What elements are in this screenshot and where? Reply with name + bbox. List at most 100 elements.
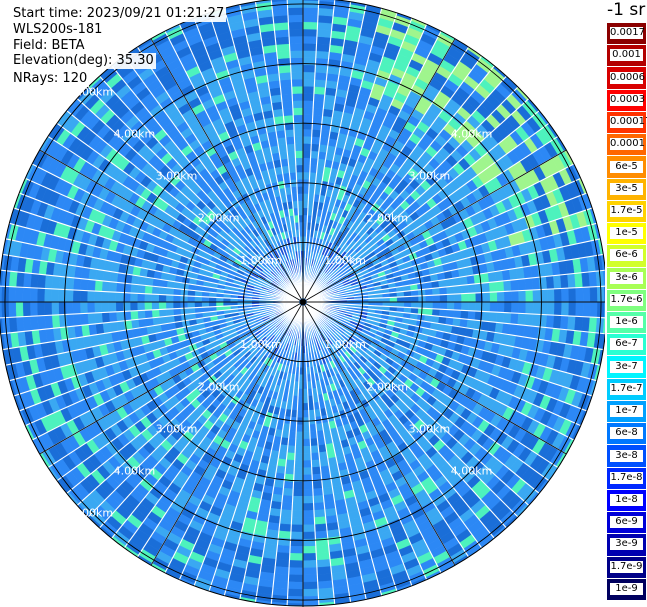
range-bin [293, 467, 304, 476]
range-bin [461, 301, 469, 311]
range-bin [289, 545, 304, 554]
range-bin [503, 312, 512, 325]
range-bin [567, 273, 576, 289]
range-bin [460, 310, 469, 320]
range-bin [291, 510, 304, 519]
range-bin [302, 552, 317, 561]
range-bin [87, 279, 96, 292]
range-bin [532, 289, 541, 303]
range-bin [467, 283, 476, 294]
range-bin [137, 301, 145, 311]
range-bin [286, 445, 296, 454]
range-bin [165, 294, 174, 303]
range-bin [80, 278, 89, 291]
range-bin [65, 289, 74, 303]
range-bin [568, 287, 577, 303]
range-bin [560, 273, 569, 289]
range-bin [302, 424, 311, 433]
range-bin [496, 301, 505, 313]
range-bin [582, 301, 591, 318]
range-bin [151, 293, 160, 303]
range-bin [315, 544, 330, 554]
range-bin [8, 301, 17, 318]
range-bin [291, 517, 304, 526]
range-bin [316, 566, 332, 575]
range-bin [108, 301, 117, 313]
range-bin [446, 309, 455, 319]
range-bin [86, 301, 95, 314]
range-bin [22, 316, 32, 332]
range-bin [312, 100, 325, 109]
range-bin [302, 128, 313, 137]
range-bin [546, 288, 555, 303]
range-bin [581, 316, 591, 333]
range-bin [317, 587, 335, 597]
range-bin [116, 320, 126, 332]
range-bin [158, 294, 167, 303]
range-bin [517, 313, 526, 326]
range-bin [302, 171, 311, 180]
range-bin [137, 293, 145, 303]
range-bin [87, 312, 96, 325]
range-bin [302, 136, 312, 144]
range-bin [302, 64, 316, 73]
range-bin [94, 301, 103, 314]
range-bin [510, 312, 519, 325]
range-bin [80, 313, 89, 326]
range-bin [0, 301, 3, 319]
range-bin [461, 293, 469, 303]
range-bin [546, 301, 555, 316]
range-bin [302, 100, 314, 109]
range-bin [460, 284, 469, 294]
range-bin [302, 431, 311, 440]
range-bin [8, 316, 18, 334]
range-bin [481, 311, 491, 322]
range-bin [446, 285, 455, 295]
range-bin [588, 270, 598, 288]
range-bin [315, 43, 331, 53]
range-bin [466, 274, 476, 285]
range-bin [496, 291, 505, 303]
range-bin [8, 286, 17, 303]
range-bin [295, 431, 304, 440]
range-bin [272, 580, 289, 590]
range-bin [302, 502, 315, 511]
range-bin [115, 291, 124, 303]
range-bin [313, 93, 326, 102]
range-bin [302, 517, 315, 526]
range-bin [302, 14, 319, 23]
range-bin [312, 487, 324, 497]
range-bin [553, 288, 562, 303]
range-bin [280, 502, 293, 511]
range-bin [72, 289, 81, 303]
range-bin [286, 452, 296, 461]
range-bin [312, 107, 324, 117]
range-bin [511, 290, 520, 303]
range-bin [302, 467, 313, 476]
range-bin [302, 445, 312, 454]
range-bin [172, 301, 181, 310]
range-bin [518, 290, 527, 303]
range-bin [302, 28, 318, 37]
range-bin [561, 287, 570, 303]
range-bin [275, 551, 291, 561]
range-bin [552, 314, 562, 330]
range-bin [602, 317, 605, 334]
range-bin [317, 580, 334, 590]
range-bin [425, 301, 434, 310]
range-bin [567, 315, 576, 331]
range-bin [8, 270, 18, 288]
range-bin [313, 86, 326, 95]
range-bin [525, 301, 534, 315]
range-bin [302, 531, 316, 540]
range-bin [503, 301, 512, 314]
range-bin [489, 291, 498, 303]
range-bin [165, 301, 174, 310]
range-bin [29, 301, 38, 317]
range-bin [289, 552, 304, 561]
range-bin [72, 313, 82, 327]
range-bin [560, 315, 569, 331]
range-bin [314, 516, 327, 525]
range-bin [22, 272, 32, 288]
range-bin [446, 301, 455, 311]
